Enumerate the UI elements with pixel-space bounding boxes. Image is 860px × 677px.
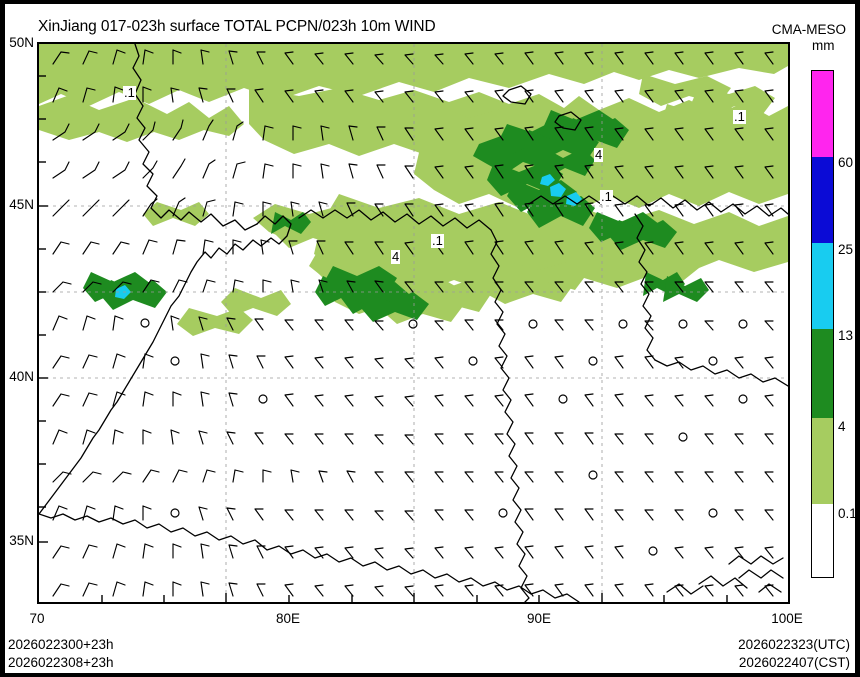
colorbar-unit-label: mm xyxy=(812,38,835,53)
contour-label: .1 xyxy=(733,109,746,124)
contour-label: .1 xyxy=(600,189,613,204)
axis-ticks xyxy=(39,75,728,602)
x-axis-tick-90e: 90E xyxy=(526,611,552,626)
x-axis-tick-100e: 100E xyxy=(771,611,803,626)
colorbar-tick-13: 13 xyxy=(838,328,854,343)
map-plot-area[interactable]: .1 .1 4 4 .1 .1 xyxy=(37,42,790,604)
colorbar-band-4-13 xyxy=(812,329,833,418)
colorbar-band-01-4 xyxy=(812,417,833,504)
precip-cyan-layer xyxy=(115,174,582,299)
footer-valid-times: 2026022323(UTC) 2026022407(CST) xyxy=(738,636,850,672)
page-title: XinJiang 017-023h surface TOTAL PCPN/023… xyxy=(38,18,436,35)
y-axis-tick-50n: 50N xyxy=(9,35,34,50)
colorbar[interactable] xyxy=(811,70,834,578)
boundary-lines xyxy=(39,44,788,602)
x-axis-tick-70: 70 xyxy=(29,611,45,626)
y-axis-tick-35n: 35N xyxy=(9,533,34,548)
x-axis-tick-80e: 80E xyxy=(275,611,301,626)
contour-label: 4 xyxy=(391,249,401,264)
y-axis-tick-40n: 40N xyxy=(9,369,34,384)
contour-label: 4 xyxy=(594,147,604,162)
footer-valid-cst: 2026022407(CST) xyxy=(738,655,850,670)
grid-lines xyxy=(39,44,788,602)
contour-label: .1 xyxy=(123,85,136,100)
colorbar-tick-25: 25 xyxy=(838,242,854,257)
colorbar-band-below-01 xyxy=(812,503,833,577)
colorbar-tick-4: 4 xyxy=(838,419,846,434)
colorbar-band-above-60 xyxy=(812,71,833,158)
wind-barbs-layer xyxy=(52,49,774,597)
footer-valid-utc: 2026022323(UTC) xyxy=(738,637,850,652)
colorbar-tick-60: 60 xyxy=(838,155,854,170)
colorbar-band-13-25 xyxy=(812,243,833,330)
colorbar-tick-01: 0.1 xyxy=(838,506,857,521)
footer-init-cst: 2026022308+23h xyxy=(8,655,114,670)
colorbar-band-25-60 xyxy=(812,157,833,244)
contour-label: .1 xyxy=(431,233,444,248)
model-label: CMA-MESO xyxy=(771,22,846,37)
map-canvas xyxy=(39,44,788,602)
footer-init-times: 2026022300+23h 2026022308+23h xyxy=(8,636,114,672)
footer-init-utc: 2026022300+23h xyxy=(8,637,114,652)
y-axis-tick-45n: 45N xyxy=(9,197,34,212)
